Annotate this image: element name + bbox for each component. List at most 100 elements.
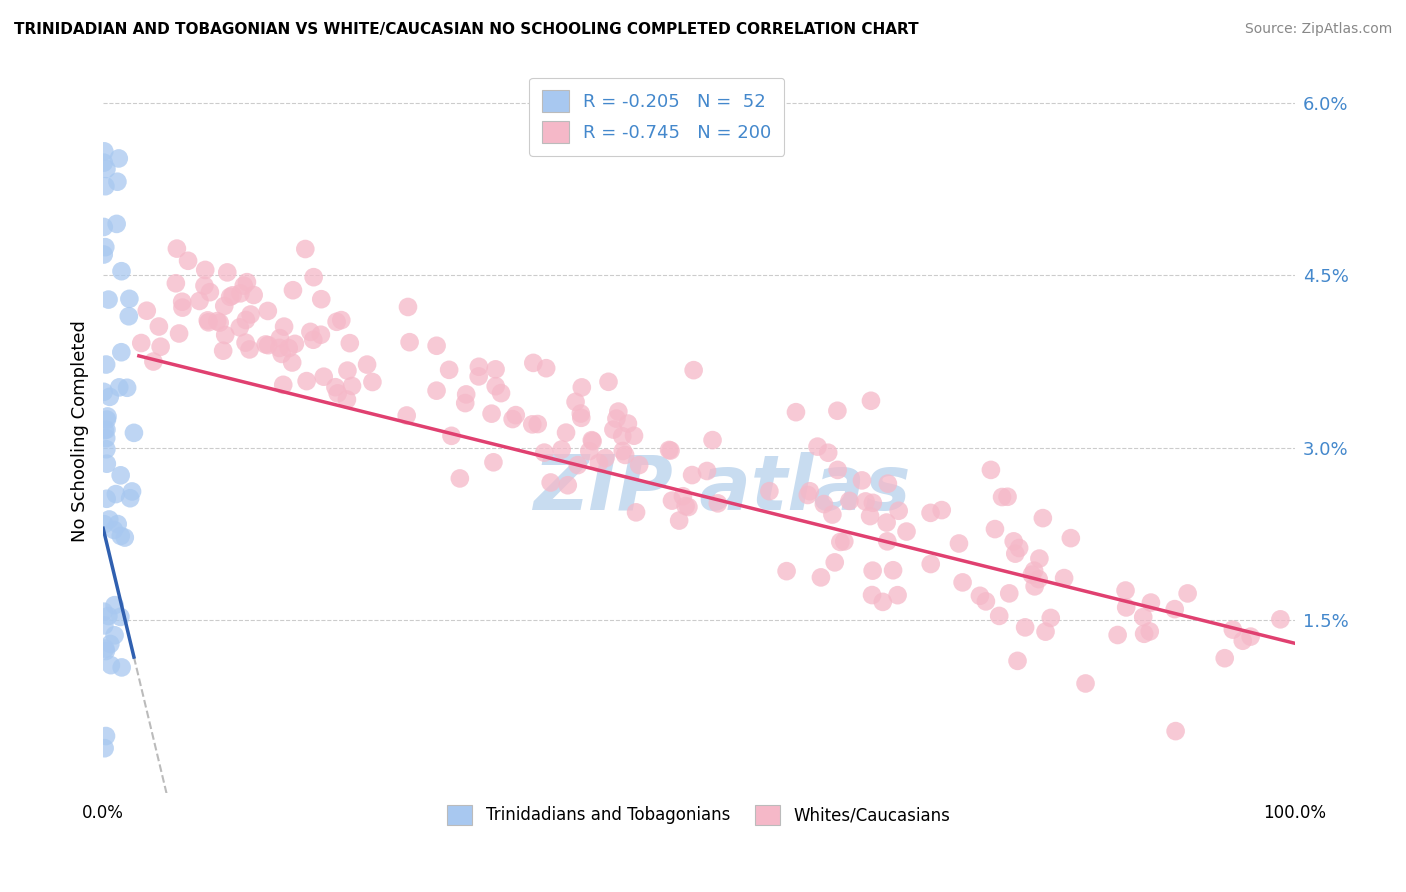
Point xyxy=(1270,612,1292,626)
Point xyxy=(872,595,894,609)
Point xyxy=(236,275,259,289)
Point xyxy=(896,524,918,539)
Point xyxy=(678,500,700,514)
Point xyxy=(467,369,489,384)
Point xyxy=(661,493,683,508)
Point xyxy=(302,270,325,285)
Point xyxy=(1008,541,1031,555)
Point xyxy=(135,303,157,318)
Point xyxy=(628,458,651,472)
Point xyxy=(984,522,1007,536)
Point xyxy=(281,283,304,297)
Point xyxy=(254,337,277,351)
Point xyxy=(93,741,115,756)
Point xyxy=(533,445,555,459)
Point xyxy=(886,588,908,602)
Point xyxy=(484,362,506,376)
Point xyxy=(481,407,503,421)
Point xyxy=(114,531,136,545)
Point xyxy=(555,425,578,440)
Point xyxy=(221,288,243,302)
Point xyxy=(177,253,200,268)
Point xyxy=(832,534,855,549)
Point xyxy=(668,514,690,528)
Point xyxy=(817,446,839,460)
Point xyxy=(172,294,194,309)
Point xyxy=(96,457,118,471)
Point xyxy=(93,219,115,234)
Point xyxy=(799,484,821,499)
Point xyxy=(229,320,252,334)
Point xyxy=(325,315,347,329)
Point xyxy=(108,380,131,394)
Point xyxy=(991,490,1014,504)
Point xyxy=(595,450,617,465)
Point xyxy=(522,417,544,432)
Point xyxy=(855,494,877,508)
Point xyxy=(859,509,882,524)
Point xyxy=(214,328,236,343)
Point xyxy=(96,491,118,506)
Point xyxy=(94,240,117,254)
Point xyxy=(1028,572,1050,586)
Point xyxy=(299,325,322,339)
Point xyxy=(172,301,194,315)
Point xyxy=(522,356,544,370)
Point xyxy=(94,179,117,194)
Point xyxy=(598,375,620,389)
Point xyxy=(862,496,884,510)
Point xyxy=(93,605,115,619)
Point xyxy=(325,380,347,394)
Point xyxy=(681,468,703,483)
Point xyxy=(284,337,307,351)
Point xyxy=(426,339,449,353)
Point xyxy=(887,504,910,518)
Point xyxy=(277,341,299,355)
Point xyxy=(336,392,359,407)
Point xyxy=(1164,602,1187,616)
Point xyxy=(229,286,252,301)
Point xyxy=(456,387,478,401)
Point xyxy=(104,487,127,501)
Point xyxy=(931,503,953,517)
Point xyxy=(1239,630,1261,644)
Point xyxy=(398,335,420,350)
Point xyxy=(94,644,117,658)
Point xyxy=(1213,651,1236,665)
Point xyxy=(98,637,121,651)
Point xyxy=(564,395,586,409)
Point xyxy=(1107,628,1129,642)
Point xyxy=(270,347,292,361)
Point xyxy=(876,516,898,530)
Point xyxy=(659,443,682,458)
Point xyxy=(118,292,141,306)
Point xyxy=(920,557,942,571)
Point xyxy=(1007,654,1029,668)
Point xyxy=(205,314,228,328)
Point xyxy=(96,161,118,176)
Point xyxy=(96,442,118,457)
Point xyxy=(449,471,471,485)
Point xyxy=(110,610,132,624)
Point xyxy=(425,384,447,398)
Point xyxy=(94,729,117,743)
Point xyxy=(1004,547,1026,561)
Point xyxy=(93,384,115,399)
Point xyxy=(605,411,627,425)
Point xyxy=(188,293,211,308)
Point xyxy=(148,319,170,334)
Point xyxy=(98,512,121,526)
Point xyxy=(197,315,219,329)
Point xyxy=(93,145,115,159)
Point xyxy=(239,308,262,322)
Point xyxy=(482,455,505,469)
Point xyxy=(217,265,239,279)
Point xyxy=(167,326,190,341)
Point xyxy=(707,496,730,510)
Point xyxy=(838,494,860,508)
Point xyxy=(212,343,235,358)
Point xyxy=(98,390,121,404)
Point xyxy=(103,598,125,612)
Point xyxy=(675,499,697,513)
Point xyxy=(614,448,637,462)
